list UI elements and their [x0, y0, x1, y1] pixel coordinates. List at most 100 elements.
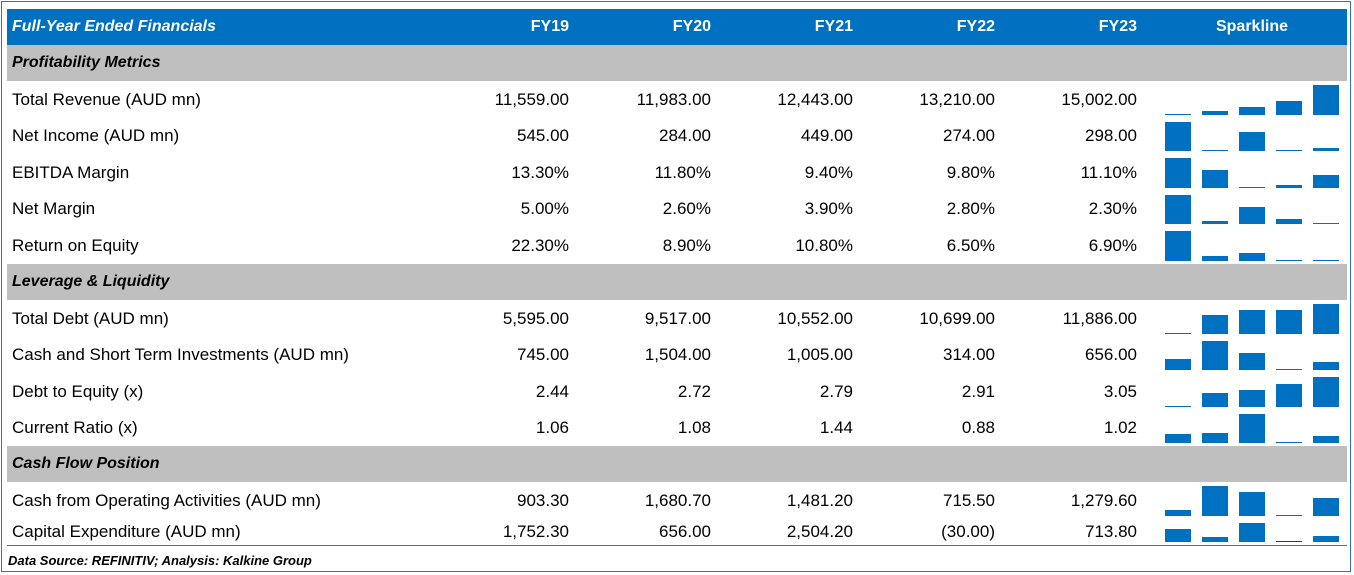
sparkline-bar: [1202, 433, 1228, 443]
value-cell-fy20: 656.00: [659, 522, 711, 541]
table-row: Capital Expenditure (AUD mn) 1,752.30 656.…: [7, 519, 1347, 545]
value-cell-fy19: 903.30: [517, 490, 569, 510]
value-cell-fy20: 2.72: [677, 381, 711, 401]
sparkline-bar: [1313, 498, 1339, 516]
value-cell-fy19: 745.00: [517, 345, 569, 364]
year-header-fy22: FY22: [956, 18, 995, 35]
sparkline-bar: [1313, 436, 1339, 443]
sparkline-bar: [1239, 310, 1265, 334]
row-label: Debt to Equity (x): [12, 381, 144, 401]
sparkline: [1165, 413, 1341, 443]
table-row: Return on Equity 22.30% 8.90% 10.80% 6.50% 6.…: [7, 227, 1347, 264]
sparkline-bar: [1313, 377, 1339, 407]
sparkline-bar: [1276, 384, 1302, 407]
sparkline: [1165, 194, 1341, 224]
sparkline-bar: [1239, 107, 1265, 115]
value-cell-fy22: 314.00: [943, 345, 995, 364]
table-row: Cash and Short Term Investments (AUD mn)…: [7, 337, 1347, 373]
value-cell-fy22: 274.00: [943, 126, 995, 145]
section-header-cash-flow-position: Cash Flow Position: [7, 446, 1347, 482]
sparkline-bar: [1165, 406, 1191, 407]
sparkline: [1165, 303, 1341, 334]
row-label: Cash and Short Term Investments (AUD mn): [12, 345, 349, 364]
row-label: Total Revenue (AUD mn): [12, 89, 201, 109]
value-cell-fy22: 0.88: [961, 418, 995, 437]
sparkline-bar: [1276, 260, 1302, 261]
row-label: Total Debt (AUD mn): [12, 308, 169, 328]
table-row: Total Debt (AUD mn) 5,595.00 9,517.00 10,55…: [7, 300, 1347, 337]
year-header-fy20: FY20: [672, 18, 711, 35]
value-cell-fy22: (30.00): [941, 522, 995, 541]
sparkline-bar: [1165, 231, 1191, 261]
sparkline-bar: [1276, 541, 1302, 542]
sparkline-bar: [1165, 333, 1191, 334]
sparkline-bar: [1313, 148, 1339, 151]
sparkline-header: Sparkline: [1215, 18, 1289, 35]
sparkline-bar: [1239, 492, 1265, 516]
row-label: Capital Expenditure (AUD mn): [12, 522, 241, 541]
sparkline-bar: [1313, 85, 1339, 115]
sparkline-bar: [1313, 362, 1339, 370]
section-title: Cash Flow Position: [12, 455, 160, 472]
sparkline-bar: [1276, 219, 1302, 224]
table-row: Net Income (AUD mn) 545.00 284.00 449.00 274…: [7, 118, 1347, 154]
sparkline-bar: [1165, 434, 1191, 443]
value-cell-fy21: 1,481.20: [786, 490, 853, 510]
value-cell-fy19: 5.00%: [520, 199, 569, 218]
sparkline-bar: [1276, 515, 1302, 516]
sparkline-bar: [1313, 175, 1339, 188]
section-header-profitability-metrics: Profitability Metrics: [7, 45, 1347, 81]
value-cell-fy23: 15,002.00: [1061, 89, 1137, 109]
sparkline-bar: [1239, 523, 1265, 542]
value-cell-fy20: 2.60%: [662, 199, 711, 218]
sparkline-bar: [1313, 536, 1339, 542]
value-cell-fy23: 3.05: [1103, 381, 1137, 401]
table-title: Full-Year Ended Financials: [12, 18, 216, 35]
value-cell-fy21: 12,443.00: [777, 89, 853, 109]
sparkline-bar: [1202, 486, 1228, 516]
sparkline-bar: [1239, 253, 1265, 261]
sparkline-bar: [1276, 310, 1302, 334]
value-cell-fy21: 3.90%: [804, 199, 853, 218]
table-row: Net Margin 5.00% 2.60% 3.90% 2.80% 2.30%: [7, 191, 1347, 227]
value-cell-fy22: 715.50: [943, 490, 995, 510]
section-title: Leverage & Liquidity: [12, 273, 170, 290]
value-cell-fy21: 10.80%: [795, 235, 853, 255]
table-row: Cash from Operating Activities (AUD mn) 9…: [7, 482, 1347, 519]
sparkline-bar: [1202, 315, 1228, 334]
year-header-fy23: FY23: [1098, 18, 1137, 35]
value-cell-fy19: 2.44: [535, 381, 569, 401]
sparkline-bar: [1276, 442, 1302, 443]
sparkline-bar: [1165, 114, 1191, 115]
sparkline: [1165, 84, 1341, 115]
sparkline-bar: [1202, 256, 1228, 261]
section-title: Profitability Metrics: [12, 54, 161, 71]
year-header-fy21: FY21: [814, 18, 853, 35]
value-cell-fy23: 11,886.00: [1062, 308, 1137, 328]
sparkline-bar: [1276, 369, 1302, 370]
value-cell-fy19: 545.00: [517, 126, 569, 145]
row-label: Net Income (AUD mn): [12, 126, 180, 145]
sparkline-bar: [1165, 359, 1191, 370]
sparkline-bar: [1276, 150, 1302, 151]
sparkline-bar: [1239, 353, 1265, 370]
sparkline-bar: [1202, 150, 1228, 151]
table-row: Debt to Equity (x) 2.44 2.72 2.79 2.91 3.05: [7, 373, 1347, 410]
row-label: Return on Equity: [12, 235, 139, 255]
sparkline: [1165, 522, 1341, 542]
sparkline: [1165, 376, 1341, 407]
value-cell-fy21: 9.40%: [804, 162, 853, 182]
year-header-fy19: FY19: [530, 18, 569, 35]
value-cell-fy19: 1.06: [535, 418, 569, 437]
table-header: Full-Year Ended Financials FY19 FY20 FY2…: [7, 9, 1347, 45]
value-cell-fy23: 6.90%: [1088, 235, 1137, 255]
value-cell-fy20: 11,983.00: [636, 89, 711, 109]
sparkline-bar: [1165, 510, 1191, 516]
sparkline-bar: [1202, 111, 1228, 115]
sparkline-bar: [1313, 304, 1339, 334]
value-cell-fy19: 22.30%: [511, 235, 569, 255]
sparkline-bar: [1239, 187, 1265, 188]
row-label: Current Ratio (x): [12, 418, 138, 437]
sparkline: [1165, 121, 1341, 151]
